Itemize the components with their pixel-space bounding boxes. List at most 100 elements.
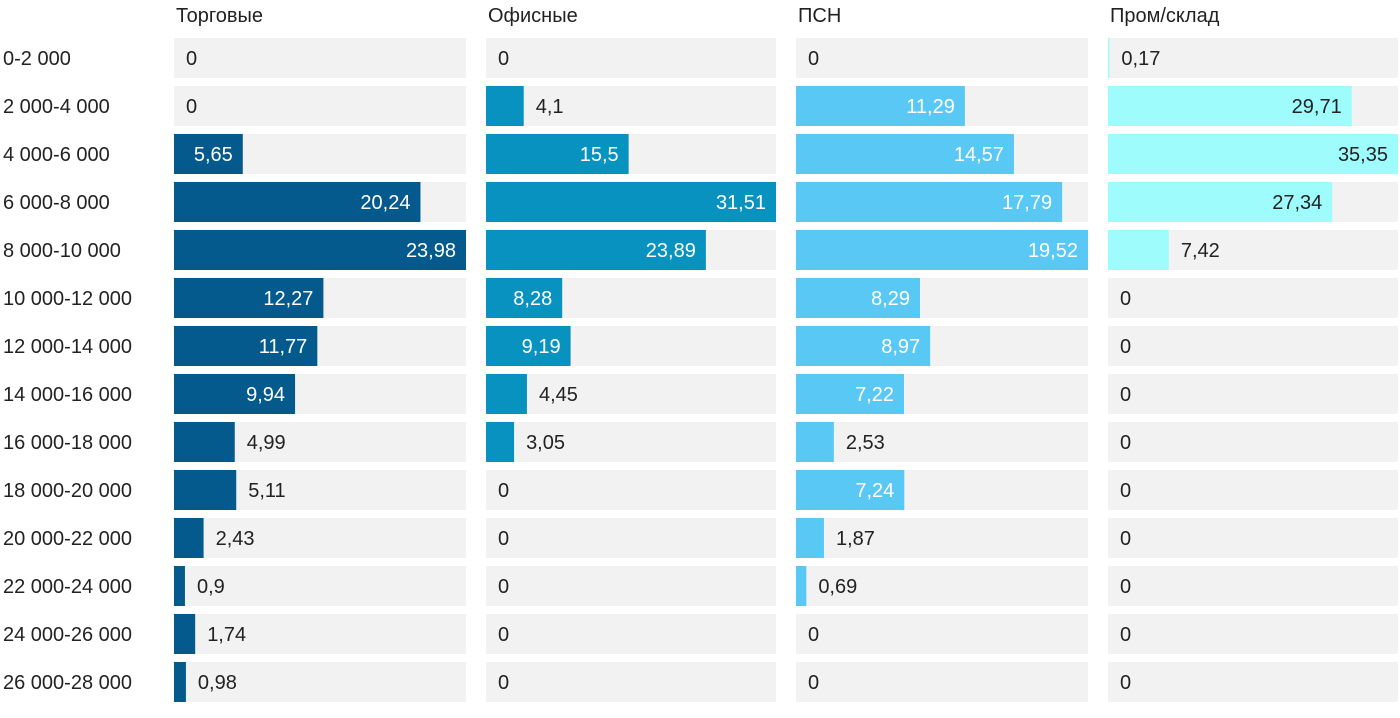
category-label: 18 000-20 000 [3, 480, 132, 502]
bar-track [1108, 374, 1398, 414]
bar-track [174, 614, 466, 654]
bar-track [1108, 662, 1398, 702]
bar-track [486, 422, 776, 462]
bar [486, 326, 571, 366]
bar [174, 374, 296, 414]
data-label: 11,29 [906, 96, 955, 118]
data-label: 0 [186, 48, 197, 70]
data-label: 0,17 [1121, 48, 1160, 70]
category-label: 2 000-4 000 [3, 96, 110, 118]
bar-track [1108, 38, 1398, 78]
category-label: 6 000-8 000 [3, 192, 110, 214]
bar-track [486, 518, 776, 558]
bar-track [174, 518, 466, 558]
bar [174, 134, 243, 174]
bar-track [796, 614, 1088, 654]
bar-track [1108, 278, 1398, 318]
data-label: 0 [1120, 336, 1131, 358]
data-label: 0 [1120, 288, 1131, 310]
data-label: 2,53 [846, 432, 885, 454]
data-label: 8,29 [871, 288, 910, 310]
bar [486, 374, 527, 414]
bar-track [486, 374, 776, 414]
category-label: 20 000-22 000 [3, 528, 132, 550]
data-label: 0 [1120, 672, 1131, 694]
bar [796, 374, 905, 414]
bar [486, 422, 515, 462]
bar-track [486, 662, 776, 702]
bar [796, 470, 905, 510]
bar [486, 230, 706, 270]
data-label: 8,28 [513, 288, 552, 310]
panel-title: Торговые [176, 5, 263, 27]
bar [174, 566, 185, 606]
data-label: 0 [808, 672, 819, 694]
bar-track [486, 470, 776, 510]
data-label: 0 [808, 48, 819, 70]
data-label: 31,51 [716, 192, 766, 214]
bar-track [486, 566, 776, 606]
bar [174, 230, 466, 270]
data-label: 0 [1120, 480, 1131, 502]
bar-track [174, 662, 466, 702]
data-label: 3,05 [526, 432, 565, 454]
bar [796, 134, 1014, 174]
data-label: 0 [1120, 432, 1131, 454]
bar [796, 86, 965, 126]
data-label: 20,24 [360, 192, 410, 214]
bar [1108, 86, 1352, 126]
data-label: 23,89 [646, 240, 696, 262]
data-label: 7,42 [1181, 240, 1220, 262]
data-label: 0,69 [818, 576, 857, 598]
panel-title: ПСН [798, 5, 841, 27]
data-label: 0,98 [198, 672, 237, 694]
bar [796, 230, 1088, 270]
category-label: 4 000-6 000 [3, 144, 110, 166]
bar [1108, 182, 1333, 222]
category-label: 10 000-12 000 [3, 288, 132, 310]
bar-track [796, 518, 1088, 558]
bar-track [174, 566, 466, 606]
data-label: 9,19 [522, 336, 561, 358]
data-label: 0 [498, 576, 509, 598]
bar [1108, 38, 1110, 78]
data-label: 23,98 [406, 240, 456, 262]
data-label: 0 [498, 48, 509, 70]
category-label: 0-2 000 [3, 48, 71, 70]
bar [174, 518, 204, 558]
data-label: 0 [498, 672, 509, 694]
category-label: 16 000-18 000 [3, 432, 132, 454]
bar [174, 470, 237, 510]
bar-track [486, 38, 776, 78]
bar [486, 278, 563, 318]
data-label: 19,52 [1028, 240, 1078, 262]
category-label: 24 000-26 000 [3, 624, 132, 646]
bar-track [174, 86, 466, 126]
data-label: 1,74 [207, 624, 246, 646]
data-label: 11,77 [259, 336, 308, 358]
bar-track [1108, 470, 1398, 510]
bar-track [1108, 422, 1398, 462]
bar-track [1108, 326, 1398, 366]
bar [1108, 134, 1398, 174]
bar [796, 422, 834, 462]
bar [486, 182, 776, 222]
category-label: 12 000-14 000 [3, 336, 132, 358]
data-label: 0 [1120, 576, 1131, 598]
bar-track [1108, 518, 1398, 558]
data-label: 0 [498, 480, 509, 502]
data-label: 15,5 [580, 144, 619, 166]
bar [796, 326, 931, 366]
data-label: 27,34 [1272, 192, 1322, 214]
data-label: 12,27 [263, 288, 313, 310]
category-label: 8 000-10 000 [3, 240, 121, 262]
data-label: 0 [498, 624, 509, 646]
data-label: 4,45 [539, 384, 578, 406]
bar [174, 278, 324, 318]
bar [174, 326, 318, 366]
data-label: 0 [808, 624, 819, 646]
data-label: 0 [498, 528, 509, 550]
data-label: 2,43 [216, 528, 255, 550]
data-label: 9,94 [246, 384, 285, 406]
